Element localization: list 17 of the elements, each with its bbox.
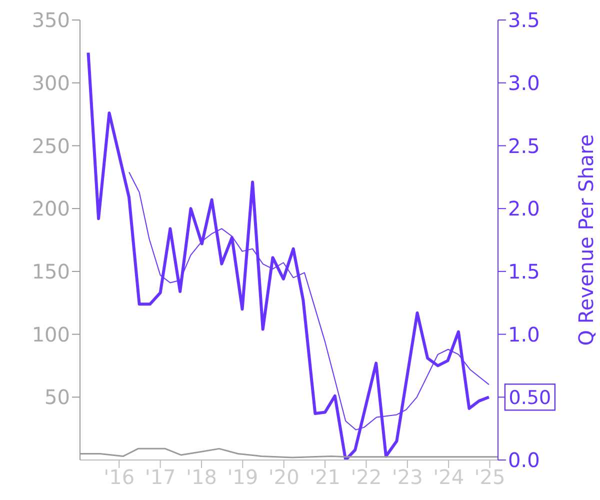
y-tick-label: 50 — [44, 385, 70, 410]
y-tick-label: 100 — [32, 322, 70, 346]
annotation: 0.50 — [508, 387, 552, 410]
y2-tick-label: 2.0 — [508, 196, 540, 221]
y2-tick-label: 2.5 — [508, 134, 540, 158]
y-tick-label: 250 — [32, 134, 70, 158]
y2-tick-label: 1.0 — [508, 322, 540, 346]
y2-axis-title: Q Revenue Per Share — [574, 134, 598, 346]
y2-tick-label: 1.5 — [508, 260, 540, 284]
y2-tick-label: 3.5 — [508, 8, 540, 32]
y-tick-label: 300 — [32, 70, 70, 95]
y-tick-label: 350 — [32, 8, 70, 32]
y-tick-label: 200 — [32, 196, 70, 221]
line-series — [86, 51, 490, 460]
y2-tick-label: 0.0 — [508, 448, 540, 472]
y-tick-label: 150 — [32, 260, 70, 284]
y2-tick-label: 3.0 — [508, 70, 540, 95]
